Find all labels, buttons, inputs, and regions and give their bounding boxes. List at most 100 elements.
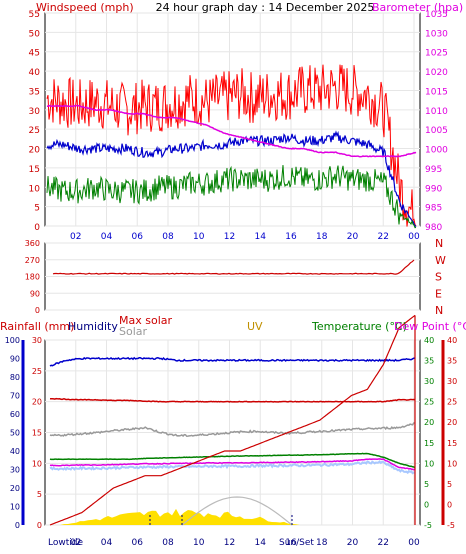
dew-axis-tick: 25 xyxy=(447,398,457,407)
rain-axis-tick: 40 xyxy=(10,447,20,456)
x-tick-label: 00 xyxy=(408,538,420,548)
x-tick-label: 22 xyxy=(378,538,389,548)
x-tick-label: 16 xyxy=(285,232,297,242)
direction-letter: W xyxy=(435,254,446,267)
barometer-line xyxy=(47,104,417,158)
left-tick-label: 20 xyxy=(29,146,41,156)
x-tick-label: 16 xyxy=(285,538,297,548)
legend-rainfall: Rainfall (mm) xyxy=(0,320,74,333)
temperature-axis-tick: 30 xyxy=(424,377,434,386)
humidity-axis-tick: 10 xyxy=(32,459,42,468)
left-tick-label: 45 xyxy=(29,49,40,59)
humidity-line xyxy=(49,356,416,367)
dew-axis-tick: 30 xyxy=(447,377,457,386)
x-tick-label: 14 xyxy=(255,538,267,548)
wind-right-axis-ticks: 980 985 990 995 1000 1005 1010 1015 1020 1025 1030… xyxy=(425,10,448,233)
climate-series xyxy=(49,314,416,526)
rain-axis-tick: 10 xyxy=(10,503,20,512)
x-tick-label: 04 xyxy=(101,538,113,548)
x-tick-label: 20 xyxy=(347,538,359,548)
rain-axis-tick: 100 xyxy=(5,336,20,345)
left-tick-label: 0 xyxy=(34,223,40,233)
temperature-axis-tick: 40 xyxy=(424,336,434,345)
left-tick-label: 55 xyxy=(29,10,40,20)
rain-axis-tick: 30 xyxy=(10,466,20,475)
rain-axis-tick: 90 xyxy=(10,355,20,364)
x-tick-label: 18 xyxy=(316,538,328,548)
left-tick-label: 15 xyxy=(29,165,40,175)
direction-tick-label: 360 xyxy=(25,239,40,248)
humidity-axis-tick: 30 xyxy=(32,336,42,345)
x-tick-label: 14 xyxy=(255,232,267,242)
left-tick-label: 40 xyxy=(29,68,41,78)
direction-tick-label: 180 xyxy=(25,273,40,282)
solar-fill xyxy=(60,496,300,526)
left-tick-label: 10 xyxy=(29,184,41,194)
temperature-axis-tick: 25 xyxy=(424,398,434,407)
rain-axis-tick: 20 xyxy=(10,484,20,493)
rain-axis-tick: 0 xyxy=(15,521,20,530)
direction-line xyxy=(52,259,415,275)
temperature-axis-tick: 35 xyxy=(424,357,434,366)
right-tick-label: 1000 xyxy=(425,146,448,156)
gust-line xyxy=(46,64,417,227)
direction-letter: N xyxy=(435,237,443,250)
direction-tick-label: 0 xyxy=(35,306,40,315)
temperature-axis-tick: 15 xyxy=(424,439,434,448)
x-tick-label: 10 xyxy=(193,232,205,242)
wind-right-title: Barometer (hpa) xyxy=(372,1,463,14)
max-solar-arc xyxy=(181,496,293,526)
solar-area xyxy=(60,508,300,525)
x-tick-label: 10 xyxy=(193,538,205,548)
legend-uv: UV xyxy=(247,320,263,333)
speed-line xyxy=(46,165,417,229)
left-tick-label: 30 xyxy=(29,107,41,117)
left-tick-label: 35 xyxy=(29,87,40,97)
wind-left-title: Windspeed (mph) xyxy=(36,1,134,14)
x-tick-label: 20 xyxy=(347,232,359,242)
humidity-axis-tick: 0 xyxy=(37,521,42,530)
x-tick-label: 18 xyxy=(316,232,328,242)
direction-letter: S xyxy=(435,271,442,284)
dew-axis-tick: 40 xyxy=(447,336,457,345)
dew-axis-tick: 20 xyxy=(447,418,457,427)
right-tick-label: 1035 xyxy=(425,10,448,20)
x-tick-label: 04 xyxy=(101,232,113,242)
x-tick-label: 08 xyxy=(162,232,174,242)
direction-tick-label: 90 xyxy=(30,289,40,298)
rain-axis-tick: 60 xyxy=(10,410,20,419)
left-tick-label: 25 xyxy=(29,126,40,136)
temperature-axis-tick: -5 xyxy=(424,521,432,530)
x-tick-label: 12 xyxy=(224,232,235,242)
graph-title: 24 hour graph day : 14 December 2025 xyxy=(156,1,375,14)
climate-axes: 0 10 20 30 40 50 60 70 80 90 100 0 5 10 15 20 25 30 -5 -5 0 0… xyxy=(5,336,457,530)
temperature-line xyxy=(49,452,416,469)
humidity-axis-tick: 20 xyxy=(32,398,42,407)
legend-dew-point: Dew Point (°C) xyxy=(394,320,466,333)
x-tick-label: 12 xyxy=(224,538,235,548)
dew-point-line xyxy=(49,458,416,471)
temperature-axis-tick: 10 xyxy=(424,459,434,468)
direction-letter: E xyxy=(435,287,442,300)
direction-tick-label: 270 xyxy=(25,256,40,265)
temperature-axis-tick: 0 xyxy=(424,500,429,509)
rainfall-line xyxy=(49,314,416,526)
average-line xyxy=(46,130,417,228)
x-tick-label: 06 xyxy=(132,538,144,548)
right-tick-label: 980 xyxy=(425,223,442,233)
wind-left-axis-ticks: 0 5 10 15 20 25 30 35 40 45 50 55 xyxy=(29,10,41,233)
right-tick-label: 1020 xyxy=(425,68,448,78)
dew-axis-tick: 0 xyxy=(447,500,452,509)
left-tick-label: 5 xyxy=(34,204,40,214)
direction-letter: N xyxy=(435,304,443,317)
right-tick-label: 1025 xyxy=(425,49,448,59)
legend-temperature: Temperature (°C) xyxy=(311,320,407,333)
lowtide-label: Lowtide xyxy=(48,538,83,548)
max-solar-line xyxy=(49,397,416,403)
right-tick-label: 1010 xyxy=(425,107,448,117)
temperature-axis-tick: 5 xyxy=(424,480,429,489)
right-tick-label: 985 xyxy=(425,204,442,214)
direction-series xyxy=(52,259,415,275)
